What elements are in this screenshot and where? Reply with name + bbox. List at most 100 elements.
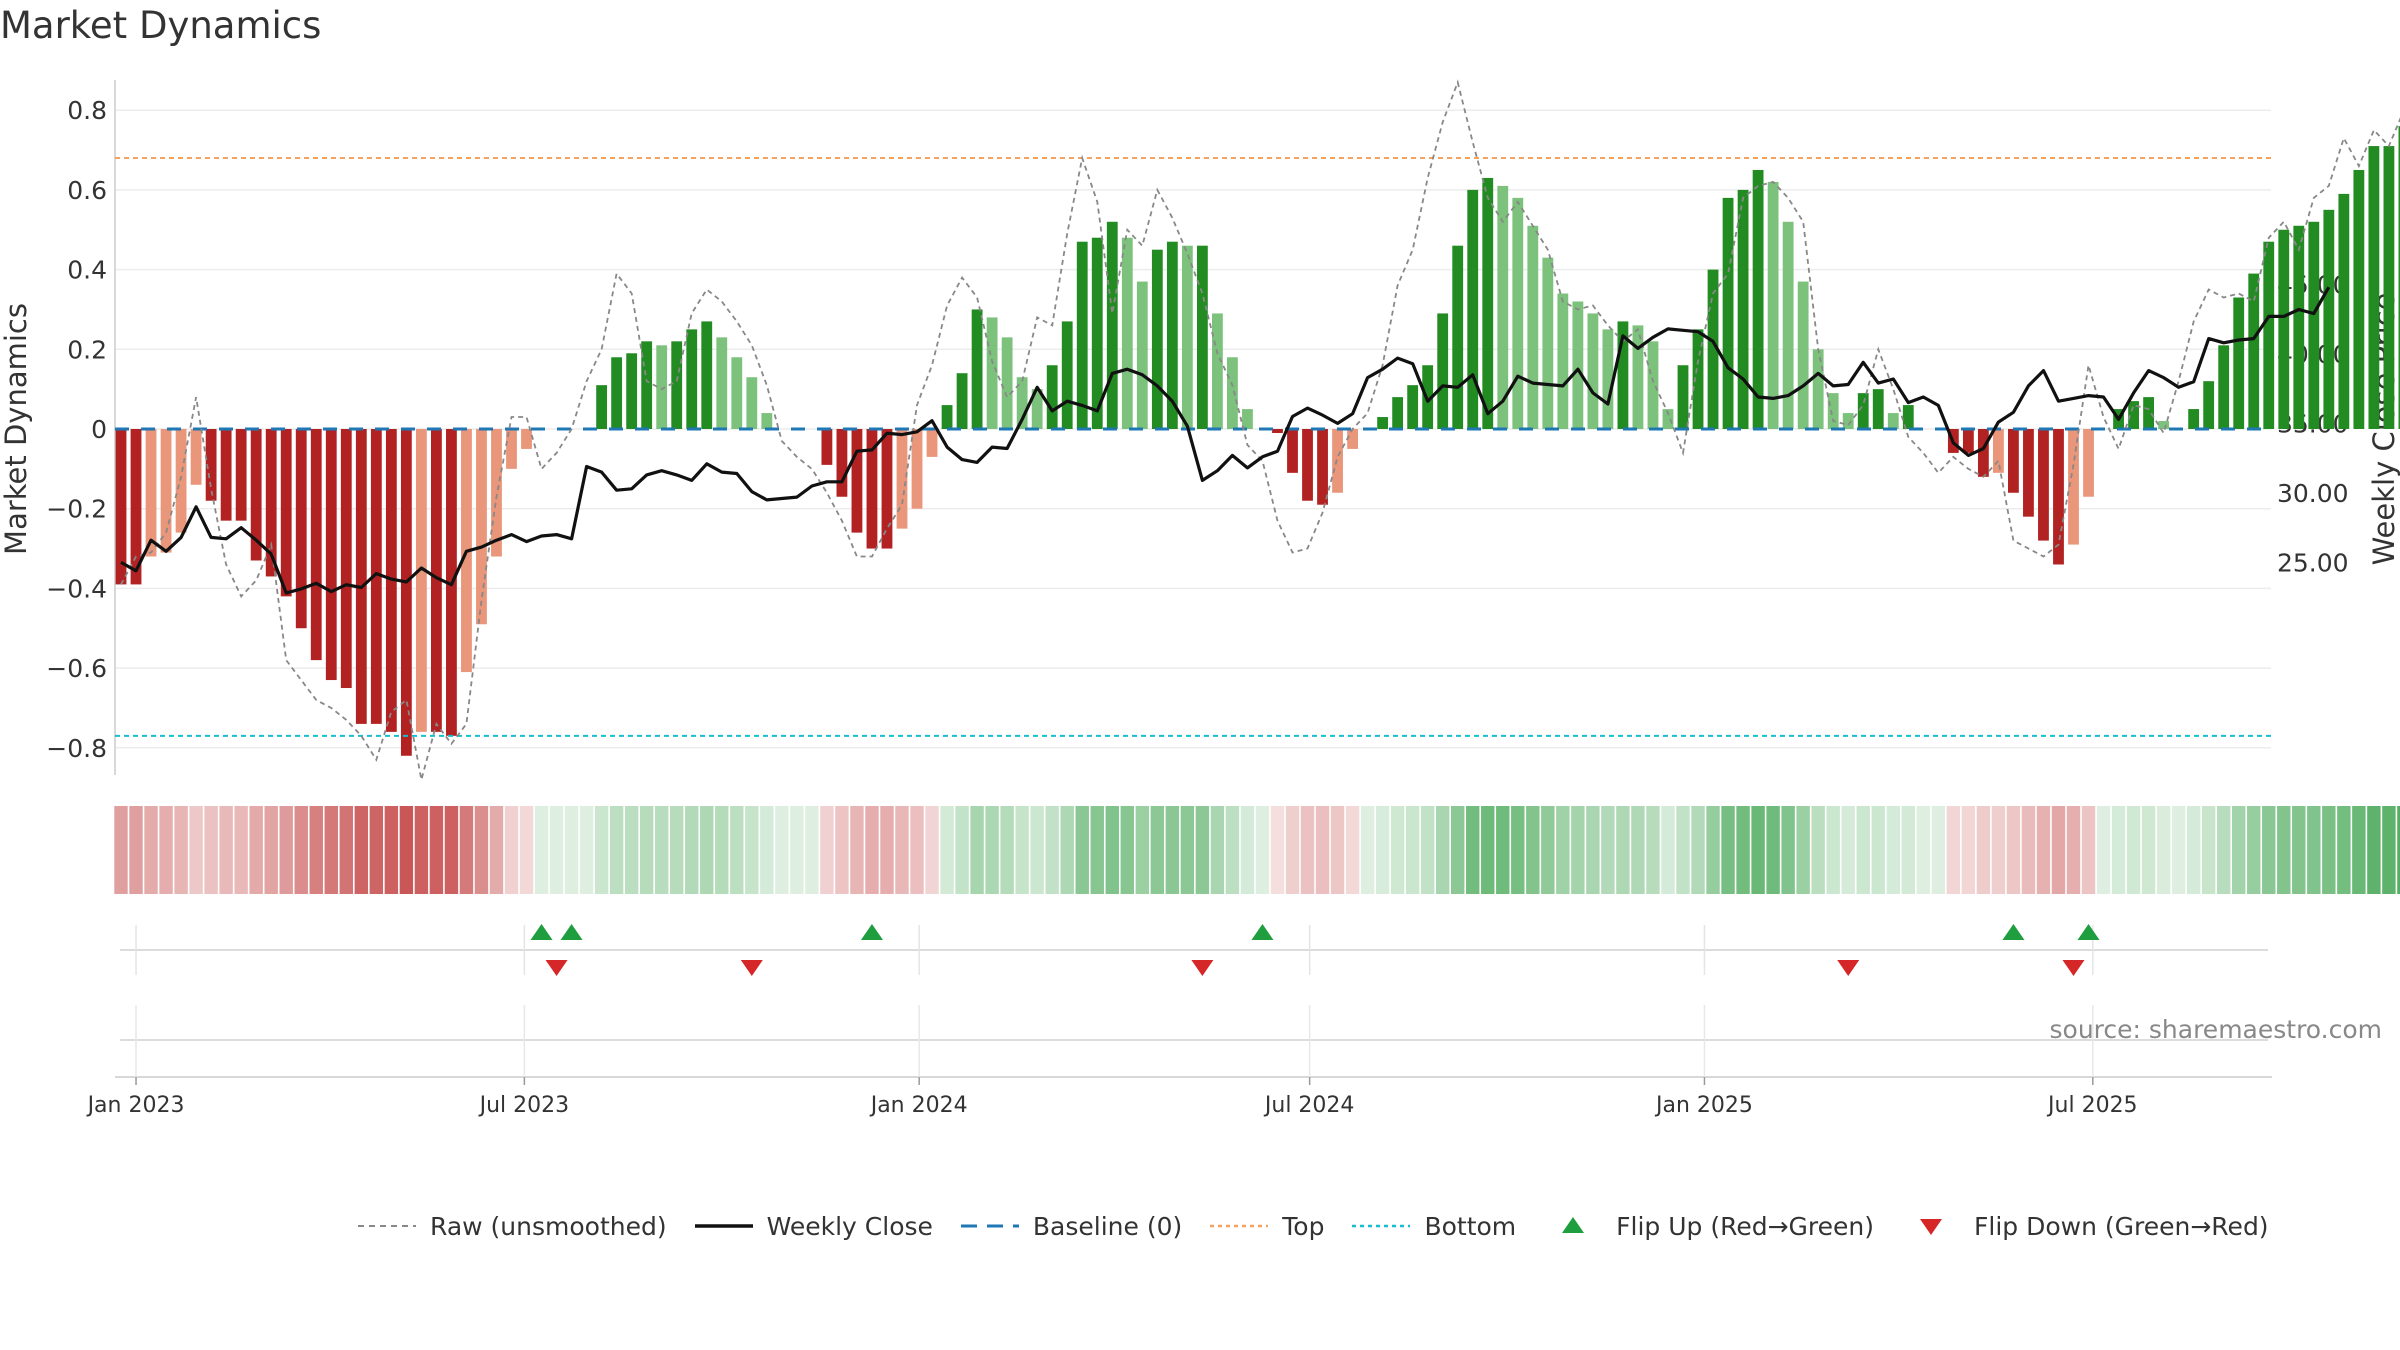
heat-strip-cell xyxy=(1586,806,1600,894)
heat-strip-cell xyxy=(1571,806,1585,894)
dynamics-bar xyxy=(596,385,608,429)
dynamics-bar xyxy=(2293,225,2305,429)
triangle-up-icon xyxy=(1562,1217,1585,1233)
heat-strip-cell xyxy=(1435,806,1450,894)
flip-up-marker xyxy=(1251,924,1274,940)
heat-strip-cell xyxy=(444,806,459,894)
dynamics-bar xyxy=(956,373,968,429)
heat-strip-cell xyxy=(775,806,789,894)
heat-strip-cell xyxy=(1496,806,1510,894)
heat-strip-cell xyxy=(2171,806,2186,894)
heat-strip-cell xyxy=(2081,806,2096,894)
dynamics-bar xyxy=(701,321,713,429)
heat-strip-cell xyxy=(910,806,924,894)
heat-strip-cell xyxy=(1090,806,1104,894)
heat-strip-cell xyxy=(1135,806,1150,894)
baseline-line-icon xyxy=(960,1224,1019,1228)
dynamics-bar xyxy=(1211,313,1223,429)
heat-strip-cell xyxy=(159,806,173,894)
close-line-icon xyxy=(694,1224,753,1228)
legend-label-raw: Raw (unsmoothed) xyxy=(430,1211,667,1241)
heat-strip-cell xyxy=(1481,806,1495,894)
dynamics-bar xyxy=(2398,126,2400,429)
heat-strip-cell xyxy=(1255,806,1270,894)
x-tick-label: Jan 2024 xyxy=(869,1093,968,1118)
dynamics-bar xyxy=(2383,146,2395,429)
heat-strip-cell xyxy=(1165,806,1180,894)
dynamics-bar xyxy=(1227,357,1238,429)
heat-strip-cell xyxy=(940,806,954,894)
flip-down-marker xyxy=(740,960,763,976)
left-tick-label: −0.2 xyxy=(46,495,107,524)
heat-strip-cell xyxy=(474,806,489,894)
heat-strip-cell xyxy=(459,806,474,894)
heat-strip-cell xyxy=(1736,806,1750,894)
dynamics-bar xyxy=(220,429,232,521)
heat-strip-cell xyxy=(2292,806,2306,894)
dynamics-bar xyxy=(1602,329,1614,429)
heat-strip-cell xyxy=(805,806,819,894)
dynamics-bar xyxy=(881,429,893,549)
dynamics-bar xyxy=(506,429,517,469)
heat-strip-cell xyxy=(880,806,894,894)
dynamics-bar xyxy=(1106,221,1118,429)
dynamics-bar xyxy=(491,429,502,557)
heat-strip-cell xyxy=(1150,806,1165,894)
heat-strip-cell xyxy=(1375,806,1390,894)
legend-label-baseline: Baseline (0) xyxy=(1032,1211,1183,1241)
heat-strip-cell xyxy=(2111,806,2126,894)
left-tick-label: 0.6 xyxy=(67,176,107,205)
dynamics-bar xyxy=(1587,313,1599,429)
dynamics-bar xyxy=(1076,241,1088,429)
dynamics-bar xyxy=(1527,225,1539,429)
heat-strip-cell xyxy=(1826,806,1840,894)
heat-strip-cell xyxy=(1811,806,1825,894)
dynamics-bar xyxy=(130,429,142,585)
dynamics-bar xyxy=(641,341,653,429)
heat-strip-cell xyxy=(1330,806,1345,894)
heat-strip-cell xyxy=(1676,806,1690,894)
dynamics-bar xyxy=(896,429,908,529)
dynamics-bar xyxy=(671,341,683,429)
heat-strip-cell xyxy=(309,806,323,894)
dynamics-bar xyxy=(2368,146,2380,429)
legend-item-baseline: Baseline (0) xyxy=(959,1212,1182,1241)
heat-strip-cell xyxy=(1526,806,1540,894)
flip-up-marker xyxy=(560,924,583,940)
dynamics-bar xyxy=(280,429,292,597)
heat-strip-cell xyxy=(730,806,744,894)
dynamics-bar xyxy=(310,429,322,661)
legend-item-raw: Raw (unsmoothed) xyxy=(356,1212,667,1241)
legend-label-bottom: Bottom xyxy=(1424,1211,1517,1241)
dynamics-bar xyxy=(1677,365,1689,429)
dynamics-bar xyxy=(1632,325,1644,429)
heat-strip-cell xyxy=(144,806,158,894)
heat-strip-cell xyxy=(1901,806,1915,894)
heat-strip-cell xyxy=(1000,806,1014,894)
dynamics-bar xyxy=(1737,189,1749,429)
dynamics-bar xyxy=(1752,169,1764,429)
dynamics-bar xyxy=(851,429,863,533)
heat-strip-cell xyxy=(1541,806,1555,894)
heat-strip-cell xyxy=(1075,806,1089,894)
heat-strip-cell xyxy=(925,806,939,894)
dynamics-bar xyxy=(2143,397,2155,429)
heat-strip-cell xyxy=(760,806,774,894)
heat-strip-cell xyxy=(745,806,759,894)
heat-strip-cell xyxy=(1991,806,2006,894)
heat-strip-cell xyxy=(1390,806,1405,894)
dynamics-bar xyxy=(355,429,367,724)
dynamics-bar xyxy=(2353,169,2365,429)
dynamics-bar xyxy=(1497,185,1509,429)
dynamics-bar xyxy=(1061,321,1073,429)
y-axis-label-left: Market Dynamics xyxy=(0,303,33,555)
flip-down-marker xyxy=(545,960,568,976)
dynamics-bar xyxy=(250,429,262,561)
dynamics-bar xyxy=(2323,209,2335,429)
heat-strip-cell xyxy=(549,806,564,894)
dynamics-bar xyxy=(2128,401,2139,429)
heat-strip-cell xyxy=(1420,806,1435,894)
heat-strip-cell xyxy=(1781,806,1795,894)
dynamics-bar xyxy=(821,429,833,465)
heat-strip-cell xyxy=(1210,806,1225,894)
